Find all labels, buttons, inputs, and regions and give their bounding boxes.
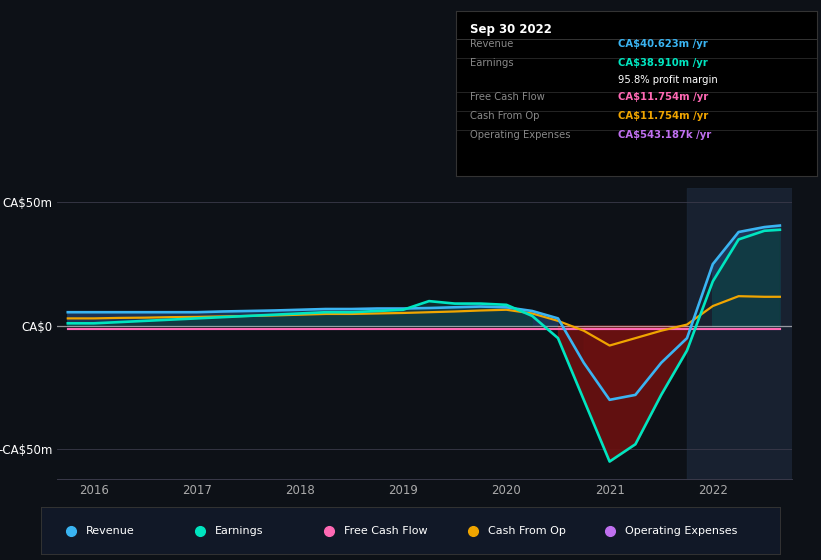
Text: CA$543.187k /yr: CA$543.187k /yr [618,130,712,140]
Text: Cash From Op: Cash From Op [470,111,539,121]
Text: CA$11.754m /yr: CA$11.754m /yr [618,92,709,102]
Text: CA$11.754m /yr: CA$11.754m /yr [618,111,709,121]
Text: CA$38.910m /yr: CA$38.910m /yr [618,58,708,68]
Text: Operating Expenses: Operating Expenses [625,526,737,535]
Text: CA$40.623m /yr: CA$40.623m /yr [618,39,708,49]
Text: 95.8% profit margin: 95.8% profit margin [618,74,718,85]
Text: Free Cash Flow: Free Cash Flow [470,92,545,102]
Text: Free Cash Flow: Free Cash Flow [344,526,428,535]
Text: Cash From Op: Cash From Op [488,526,566,535]
Text: Revenue: Revenue [470,39,513,49]
Text: Revenue: Revenue [85,526,134,535]
Bar [687,188,792,479]
Text: Earnings: Earnings [215,526,264,535]
Text: Earnings: Earnings [470,58,514,68]
Text: Sep 30 2022: Sep 30 2022 [470,23,552,36]
Text: Operating Expenses: Operating Expenses [470,130,571,140]
